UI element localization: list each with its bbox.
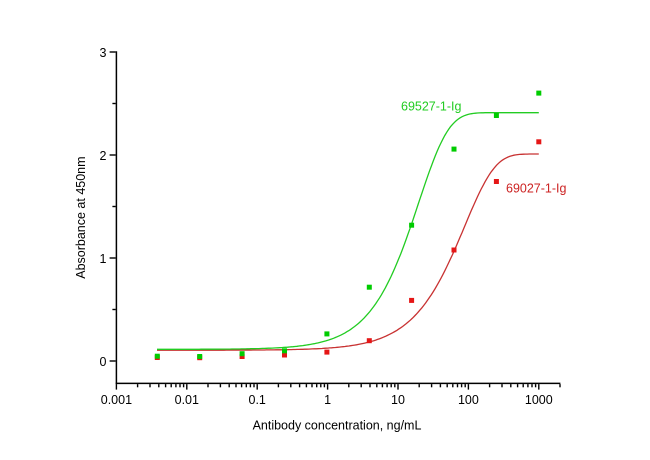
- svg-text:69027-1-Ig: 69027-1-Ig: [506, 182, 567, 196]
- svg-text:2: 2: [100, 149, 107, 163]
- svg-text:0.01: 0.01: [175, 393, 199, 407]
- svg-text:1000: 1000: [525, 393, 553, 407]
- svg-text:10: 10: [391, 393, 405, 407]
- svg-text:0: 0: [100, 355, 107, 369]
- svg-text:1: 1: [324, 393, 331, 407]
- svg-text:3: 3: [100, 46, 107, 60]
- svg-text:0.001: 0.001: [101, 393, 132, 407]
- svg-text:Antibody concentration, ng/mL: Antibody concentration, ng/mL: [253, 419, 422, 433]
- svg-text:0.1: 0.1: [249, 393, 266, 407]
- svg-text:100: 100: [458, 393, 479, 407]
- svg-text:Absorbance at 450nm: Absorbance at 450nm: [74, 156, 88, 278]
- svg-text:69527-1-Ig: 69527-1-Ig: [401, 100, 462, 114]
- svg-text:1: 1: [100, 252, 107, 266]
